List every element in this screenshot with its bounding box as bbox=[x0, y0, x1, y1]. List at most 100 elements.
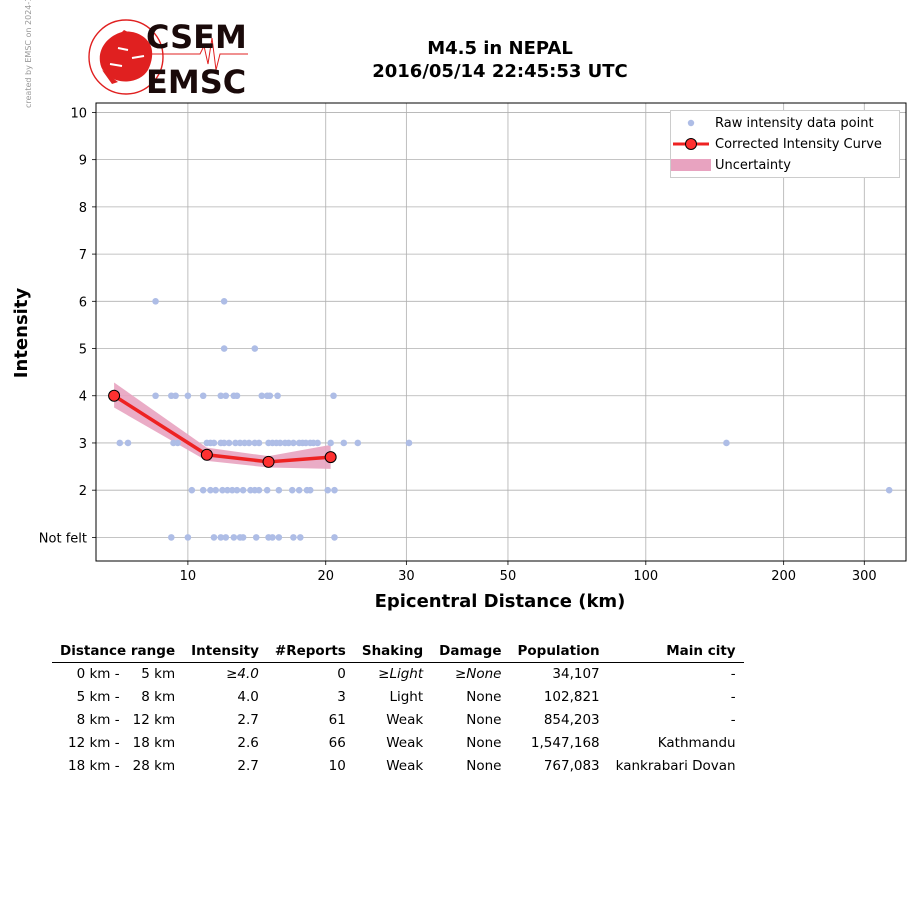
column-header: Shaking bbox=[353, 640, 432, 663]
legend: Raw intensity data point Corrected Inten… bbox=[670, 110, 900, 178]
legend-uncertainty-label: Uncertainty bbox=[715, 158, 791, 173]
cell-intensity: ≥4.0 bbox=[226, 666, 259, 682]
raw-data-point bbox=[124, 439, 132, 447]
raw-data-point bbox=[225, 439, 233, 447]
raw-data-point bbox=[266, 392, 274, 400]
cell-damage: ≥None bbox=[454, 666, 502, 682]
curve-marker bbox=[200, 448, 213, 461]
cell-intensity: 2.6 bbox=[237, 735, 259, 751]
raw-data-point bbox=[306, 486, 314, 494]
chart-title: M4.5 in NEPAL bbox=[427, 38, 573, 59]
x-axis-label: Epicentral Distance (km) bbox=[375, 591, 626, 612]
cell-population: 1,547,168 bbox=[530, 735, 600, 751]
cell-intensity: 2.7 bbox=[237, 758, 259, 774]
cell-shaking: Weak bbox=[386, 735, 424, 751]
cell-city: kankrabari Dovan bbox=[615, 758, 736, 774]
x-tick-label: 20 bbox=[317, 569, 334, 584]
raw-points bbox=[116, 298, 893, 541]
cell-population: 767,083 bbox=[543, 758, 600, 774]
raw-data-point bbox=[723, 439, 730, 447]
cell-reports: 61 bbox=[328, 712, 346, 728]
cell-shaking: ≥Light bbox=[378, 666, 424, 682]
raw-data-point bbox=[239, 534, 247, 541]
cell-to: 5 km bbox=[141, 666, 176, 682]
column-header: #Reports bbox=[266, 640, 354, 663]
cell-from: 12 km - bbox=[67, 735, 120, 751]
column-header: Distance range bbox=[52, 640, 184, 663]
raw-data-point bbox=[152, 298, 159, 305]
cell-reports: 0 bbox=[337, 666, 346, 682]
raw-data-point bbox=[331, 534, 338, 541]
raw-data-point bbox=[116, 439, 124, 447]
raw-data-point bbox=[252, 534, 260, 541]
raw-data-point bbox=[207, 486, 214, 494]
curve-line bbox=[113, 394, 331, 464]
raw-data-point bbox=[255, 439, 263, 447]
curve-marker bbox=[324, 451, 337, 464]
table-row: 5 km - 8 km 4.0 3 Light None 102,821 - bbox=[52, 686, 744, 709]
x-tick-label: 30 bbox=[398, 569, 415, 584]
cell-damage: None bbox=[466, 712, 502, 728]
x-tick-label: 50 bbox=[500, 569, 517, 584]
x-tick-label: 10 bbox=[180, 569, 197, 584]
cell-shaking: Weak bbox=[386, 712, 424, 728]
raw-data-point bbox=[168, 534, 175, 541]
raw-data-point bbox=[405, 439, 413, 447]
y-tick-label: 7 bbox=[79, 248, 87, 263]
raw-data-point bbox=[340, 439, 348, 447]
raw-data-point bbox=[219, 486, 226, 494]
raw-data-point bbox=[255, 486, 263, 494]
corrected-curve bbox=[108, 389, 337, 468]
raw-data-point bbox=[245, 439, 253, 447]
y-tick-label: 3 bbox=[79, 437, 87, 452]
cell-to: 12 km bbox=[132, 712, 176, 728]
legend-raw-label: Raw intensity data point bbox=[715, 116, 874, 131]
raw-data-point bbox=[324, 486, 332, 494]
y-tick-label: 5 bbox=[79, 343, 87, 358]
chart-subtitle: 2016/05/14 22:45:53 UTC bbox=[372, 61, 628, 82]
column-header: Population bbox=[509, 640, 608, 663]
svg-text:EMSC: EMSC bbox=[146, 63, 246, 98]
cell-reports: 3 bbox=[337, 689, 346, 705]
raw-data-point bbox=[222, 392, 230, 400]
legend-uncertainty: Uncertainty bbox=[671, 156, 899, 176]
raw-data-point bbox=[212, 486, 219, 494]
raw-data-point bbox=[239, 486, 247, 494]
y-tick-label: 10 bbox=[70, 106, 87, 121]
raw-data-point bbox=[217, 534, 225, 541]
raw-data-point bbox=[233, 486, 241, 494]
raw-data-point bbox=[174, 439, 181, 447]
cell-shaking: Weak bbox=[386, 758, 424, 774]
y-tick-label: Not felt bbox=[39, 531, 87, 546]
x-tick-label: 200 bbox=[771, 569, 796, 584]
raw-data-point bbox=[230, 534, 238, 541]
raw-data-point bbox=[172, 392, 179, 400]
raw-data-point bbox=[210, 534, 218, 541]
table-row: 18 km - 28 km 2.7 10 Weak None 767,083 kankraba… bbox=[52, 755, 744, 778]
table-row: 0 km - 5 km ≥4.0 0 ≥Light ≥None 34,107 - bbox=[52, 663, 744, 687]
table-row: 8 km - 12 km 2.7 61 Weak None 854,203 - bbox=[52, 709, 744, 732]
raw-data-point bbox=[233, 392, 241, 400]
y-axis-label: Intensity bbox=[11, 288, 32, 379]
raw-data-point bbox=[290, 534, 297, 541]
raw-data-point bbox=[330, 392, 337, 400]
cell-city: Kathmandu bbox=[657, 735, 736, 751]
cell-from: 18 km - bbox=[67, 758, 120, 774]
legend-curve-label: Corrected Intensity Curve bbox=[715, 137, 882, 152]
y-tick-label: 2 bbox=[79, 484, 87, 499]
intensity-summary-table: Distance range Intensity #Reports Shaking Da… bbox=[52, 640, 744, 778]
csem-emsc-logo: CSEM EMSC bbox=[88, 18, 248, 98]
raw-data-point bbox=[184, 392, 192, 400]
axes: 10 20 30 50 100 200 300 Not felt 2 3 4 5 6 7 8 9 10 bbox=[39, 102, 907, 584]
cell-from: 8 km - bbox=[76, 712, 120, 728]
table-header-row: Distance range Intensity #Reports Shaking Da… bbox=[52, 640, 744, 663]
raw-data-point bbox=[220, 298, 228, 305]
curve-marker bbox=[108, 389, 121, 402]
raw-data-point bbox=[199, 486, 207, 494]
cell-damage: None bbox=[466, 758, 502, 774]
raw-data-point bbox=[276, 439, 284, 447]
cell-shaking: Light bbox=[389, 689, 424, 705]
y-tick-label: 4 bbox=[79, 390, 87, 405]
table-row: 12 km - 18 km 2.6 66 Weak None 1,547,168 Kathma… bbox=[52, 732, 744, 755]
raw-data-point bbox=[331, 486, 338, 494]
